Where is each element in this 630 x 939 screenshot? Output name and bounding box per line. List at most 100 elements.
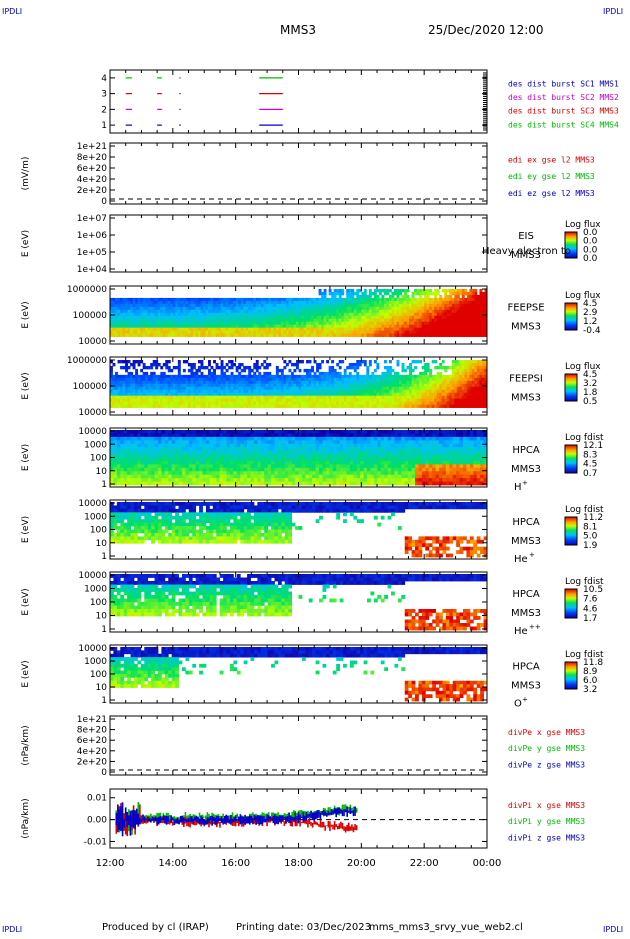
heatmap-cell: [349, 325, 352, 328]
heatmap-cell: [196, 475, 200, 479]
heatmap-cell: [469, 381, 472, 384]
heatmap-cell: [213, 399, 216, 402]
heatmap-cell: [449, 375, 452, 378]
heatmap-cell: [151, 471, 155, 475]
y-tick-label: 1e+21: [77, 142, 107, 152]
heatmap-cell: [206, 447, 210, 451]
heatmap-cell: [447, 381, 450, 384]
y-tick-label: 6e+20: [77, 164, 108, 174]
heatmap-cell: [155, 328, 158, 331]
heatmap-cell: [278, 316, 281, 319]
heatmap-cell: [208, 319, 211, 322]
heatmap-cell: [206, 310, 209, 313]
heatmap-cell: [128, 298, 131, 301]
heatmap-cell: [299, 381, 302, 384]
heatmap-cell: [447, 331, 450, 334]
heatmap-cell: [349, 399, 352, 402]
heatmap-cell: [469, 322, 472, 325]
heatmap-cell: [434, 360, 437, 363]
heatmap-cell: [306, 313, 309, 316]
heatmap-cell: [319, 310, 322, 313]
heatmap-cell: [349, 304, 352, 307]
heatmap-cell: [376, 304, 379, 307]
heatmap-cell: [399, 292, 402, 295]
heatmap-cell: [180, 328, 183, 331]
heatmap-cell: [341, 387, 344, 390]
heatmap-cell: [424, 328, 427, 331]
heatmap-cell: [190, 381, 193, 384]
heatmap-cell: [198, 375, 201, 378]
heatmap-cell: [479, 369, 482, 372]
heatmap-cell: [346, 387, 349, 390]
heatmap-cell: [306, 301, 309, 304]
heatmap-cell: [311, 313, 314, 316]
heatmap-cell: [258, 405, 261, 408]
heatmap-cell: [469, 319, 472, 322]
heatmap-cell: [113, 304, 116, 307]
heatmap-cell: [256, 301, 259, 304]
heatmap-cell: [123, 331, 126, 334]
heatmap-cell: [444, 322, 447, 325]
heatmap-cell: [195, 378, 198, 381]
heatmap-cell: [454, 387, 457, 390]
heatmap-cell: [414, 319, 417, 322]
heatmap-cell: [278, 375, 281, 378]
heatmap-cell: [482, 405, 485, 408]
heatmap-cell: [457, 393, 460, 396]
heatmap-cell: [218, 328, 221, 331]
heatmap-cell: [336, 372, 339, 375]
heatmap-cell: [281, 319, 284, 322]
heatmap-cell: [424, 322, 427, 325]
heatmap-cell: [120, 468, 124, 472]
heatmap-cell: [195, 372, 198, 375]
heatmap-cell: [474, 328, 477, 331]
heatmap-cell: [391, 304, 394, 307]
heatmap-cell: [258, 310, 261, 313]
heatmap-cell: [160, 334, 163, 337]
heatmap-cell: [376, 399, 379, 402]
heatmap-cell: [145, 366, 148, 369]
heatmap-cell: [464, 307, 467, 310]
heatmap-cell: [118, 307, 121, 310]
heatmap-cell: [271, 405, 274, 408]
y-tick-label: 100000: [73, 382, 108, 392]
heatmap-cell: [128, 331, 131, 334]
heatmap-cell: [442, 325, 445, 328]
heatmap-cell: [286, 322, 289, 325]
heatmap-cell: [371, 378, 374, 381]
heatmap-cell: [251, 384, 254, 387]
heatmap-cell: [231, 319, 234, 322]
heatmap-cell: [457, 292, 460, 295]
heatmap-cell: [301, 384, 304, 387]
heatmap-cell: [144, 471, 148, 475]
heatmap-cell: [376, 384, 379, 387]
heatmap-cell: [304, 378, 307, 381]
y-tick-label: 100000: [73, 311, 108, 321]
heatmap-cell: [429, 402, 432, 405]
heatmap-cell: [477, 307, 480, 310]
heatmap-cell: [113, 316, 116, 319]
heatmap-cell: [228, 307, 231, 310]
heatmap-cell: [165, 430, 169, 434]
heatmap-cell: [150, 384, 153, 387]
heatmap-cell: [391, 390, 394, 393]
heatmap-cell: [407, 328, 410, 331]
heatmap-cell: [397, 304, 400, 307]
heatmap-cell: [482, 378, 485, 381]
heatmap-cell: [439, 402, 442, 405]
heatmap-cell: [326, 313, 329, 316]
heatmap-cell: [198, 381, 201, 384]
heatmap-cell: [246, 378, 249, 381]
heatmap-cell: [198, 387, 201, 390]
heatmap-cell: [183, 301, 186, 304]
heatmap-cell: [143, 393, 146, 396]
heatmap-cell: [130, 304, 133, 307]
heatmap-cell: [120, 393, 123, 396]
heatmap-cell: [198, 310, 201, 313]
heatmap-cell: [444, 405, 447, 408]
heatmap-cell: [437, 304, 440, 307]
heatmap-cell: [192, 482, 196, 486]
heatmap-cell: [449, 313, 452, 316]
heatmap-cell: [266, 396, 269, 399]
